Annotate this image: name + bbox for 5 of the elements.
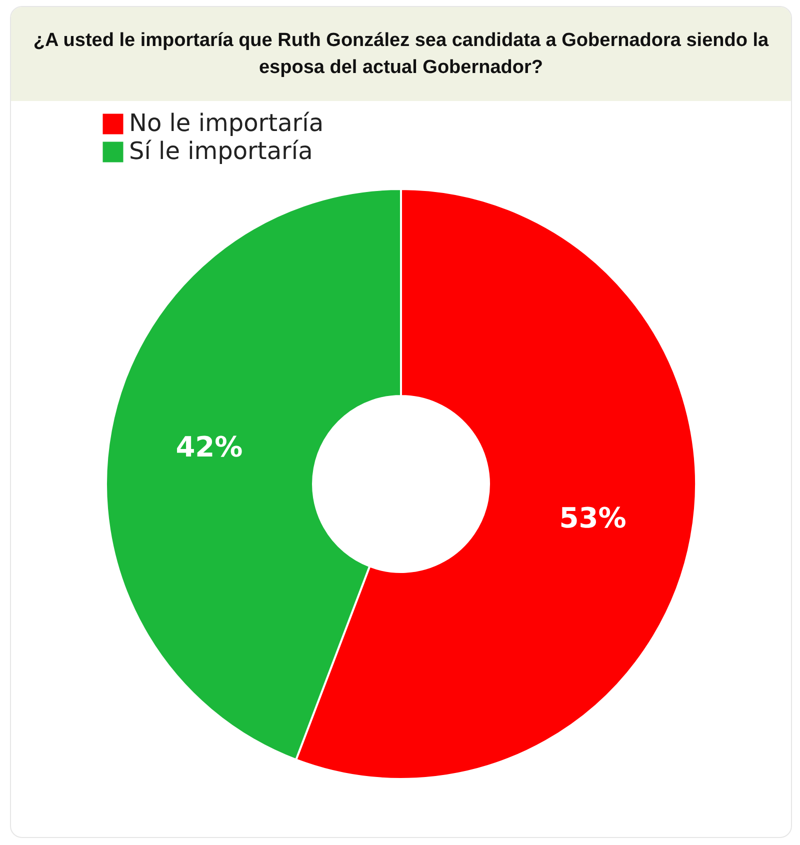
chart-title: ¿A usted le importaría que Ruth González sea candidata a Gobernadora siendo la esposa del actual Gobernador? [11,7,791,101]
data-label: 53% [559,501,626,534]
legend-label: Sí le importaría [129,137,313,165]
legend-label: No le importaría [129,109,324,137]
data-label: 42% [176,430,243,464]
